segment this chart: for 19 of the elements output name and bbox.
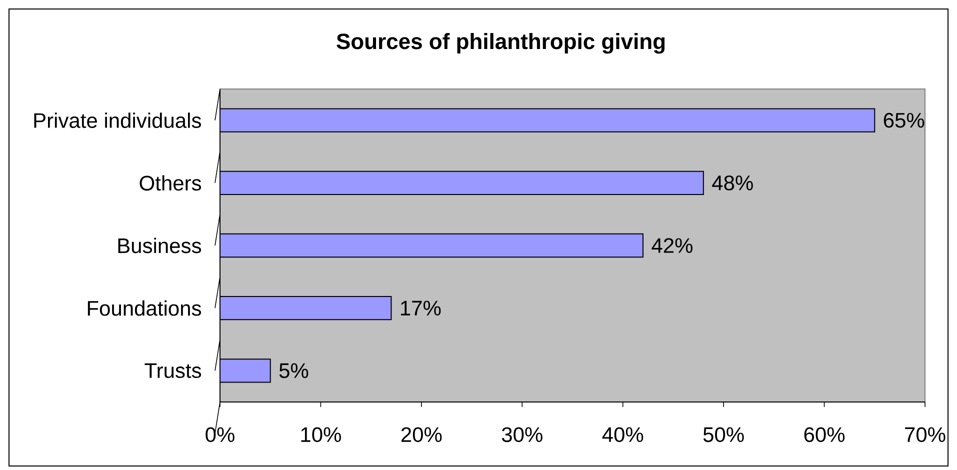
y-tick-label: Foundations <box>88 300 202 316</box>
y-tick-label: Trusts <box>144 363 202 378</box>
x-tick-label: 30% <box>502 427 542 442</box>
data-label: 42% <box>652 238 692 253</box>
y-tick-label: Private individuals <box>34 112 201 128</box>
data-label: 65% <box>884 112 924 128</box>
x-tick-label: 20% <box>401 427 442 442</box>
x-tick-label: 10% <box>301 427 341 442</box>
x-tick-label: 70% <box>905 427 946 442</box>
chart-title: Sources of philanthropic giving <box>336 33 665 54</box>
data-label: 5% <box>279 363 308 378</box>
x-tick-label: 50% <box>703 427 744 442</box>
data-label: 17% <box>401 300 441 316</box>
data-label: 48% <box>712 175 753 190</box>
x-tick-label: 40% <box>602 427 644 442</box>
y-tick-label: Others <box>140 175 202 191</box>
y-tick-label: Business <box>118 238 202 254</box>
x-tick-label: 0% <box>206 427 234 442</box>
x-tick-label: 60% <box>804 427 845 442</box>
